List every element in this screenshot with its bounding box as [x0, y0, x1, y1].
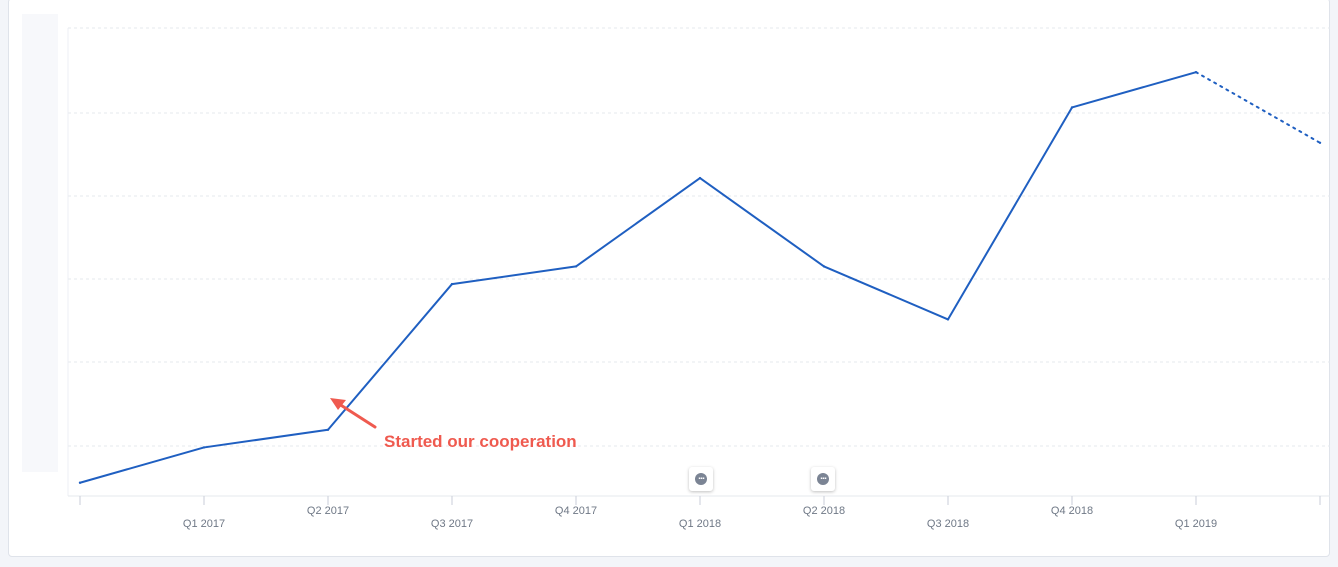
series-layer: [78, 70, 1322, 484]
data-point[interactable]: [202, 446, 206, 449]
x-tick-label: Q1 2018: [679, 518, 721, 530]
grid-lines: [67, 27, 1330, 496]
data-point[interactable]: [822, 265, 826, 268]
y-axis-panel: [22, 14, 58, 472]
x-tick-label: Q1 2019: [1175, 518, 1217, 530]
data-point[interactable]: [1194, 70, 1198, 74]
data-point[interactable]: [326, 428, 330, 431]
comment-marker[interactable]: ···: [689, 467, 713, 491]
data-point[interactable]: [1318, 141, 1322, 144]
x-tick-label: Q2 2017: [307, 505, 349, 517]
data-point[interactable]: [698, 176, 702, 180]
data-point[interactable]: [946, 318, 950, 321]
annotation-layer: Started our cooperation: [330, 398, 577, 451]
data-point[interactable]: [1070, 106, 1074, 109]
comment-marker[interactable]: ···: [811, 467, 835, 491]
annotation-arrow-head: [330, 398, 346, 410]
comment-icon: ···: [695, 473, 707, 485]
x-axis: Q1 2017 Q2 2017 Q3 2017 Q4 2017 Q1 2018 Q2 20…: [68, 495, 1330, 530]
x-tick-label: Q1 2017: [183, 518, 225, 530]
x-tick-label: Q2 2018: [803, 505, 845, 517]
series-projection-line: [1195, 71, 1321, 144]
data-point[interactable]: [450, 282, 454, 286]
x-tick-label: Q4 2018: [1051, 505, 1093, 517]
x-tick-label: Q4 2017: [555, 505, 597, 517]
annotation-label: Started our cooperation: [384, 432, 577, 451]
comment-icon: ···: [817, 473, 829, 485]
data-point[interactable]: [78, 481, 82, 484]
annotation-arrow-line: [334, 400, 377, 429]
data-point[interactable]: [574, 265, 578, 268]
x-tick-label: Q3 2017: [431, 518, 473, 530]
series-line: [79, 71, 1197, 484]
x-tick-label: Q3 2018: [927, 518, 969, 530]
